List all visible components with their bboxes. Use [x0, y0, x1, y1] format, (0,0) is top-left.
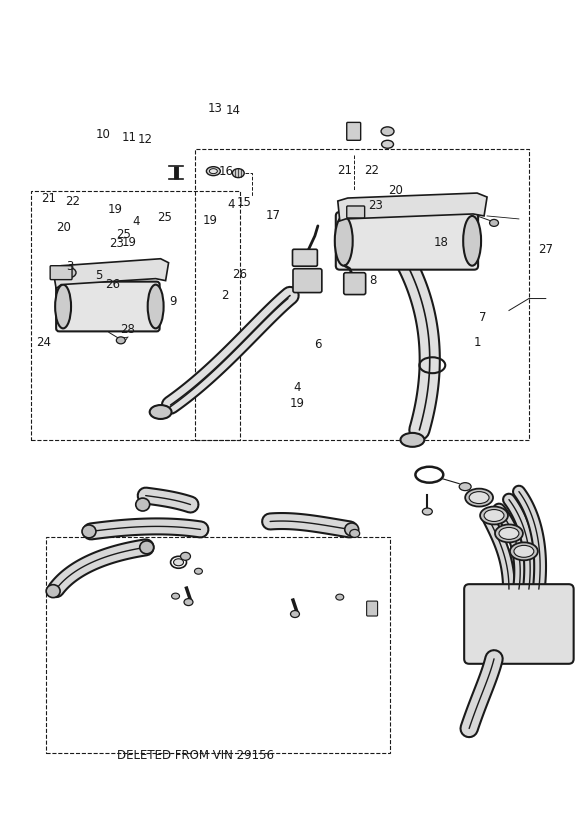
- Ellipse shape: [422, 508, 433, 515]
- Ellipse shape: [209, 169, 217, 174]
- Ellipse shape: [465, 489, 493, 507]
- Text: 19: 19: [290, 397, 305, 410]
- Ellipse shape: [490, 219, 498, 227]
- Ellipse shape: [232, 169, 244, 178]
- Text: 21: 21: [41, 192, 57, 205]
- FancyBboxPatch shape: [50, 265, 72, 279]
- Text: 23: 23: [368, 199, 383, 212]
- Text: 23: 23: [109, 237, 124, 250]
- Ellipse shape: [510, 542, 538, 560]
- Text: 25: 25: [157, 211, 173, 224]
- Ellipse shape: [117, 337, 125, 344]
- Text: 3: 3: [66, 260, 73, 274]
- Ellipse shape: [150, 405, 171, 419]
- FancyBboxPatch shape: [347, 206, 364, 218]
- Text: 12: 12: [138, 133, 153, 146]
- Text: 9: 9: [169, 295, 176, 308]
- Text: 20: 20: [57, 221, 72, 234]
- Ellipse shape: [290, 611, 300, 617]
- FancyBboxPatch shape: [336, 212, 478, 269]
- Ellipse shape: [46, 585, 60, 597]
- FancyBboxPatch shape: [367, 601, 378, 616]
- Ellipse shape: [381, 140, 394, 148]
- Ellipse shape: [459, 483, 471, 490]
- Text: 4: 4: [227, 198, 235, 211]
- Ellipse shape: [499, 527, 519, 540]
- Text: 19: 19: [203, 214, 218, 227]
- Ellipse shape: [381, 127, 394, 136]
- Ellipse shape: [336, 594, 344, 600]
- Text: 20: 20: [388, 184, 403, 197]
- Ellipse shape: [401, 433, 424, 447]
- Text: 25: 25: [116, 227, 131, 241]
- Text: 5: 5: [95, 269, 103, 282]
- FancyBboxPatch shape: [56, 282, 160, 331]
- Ellipse shape: [484, 509, 504, 522]
- Ellipse shape: [55, 284, 71, 329]
- Text: 24: 24: [36, 336, 51, 349]
- Ellipse shape: [62, 268, 76, 278]
- Ellipse shape: [174, 559, 184, 566]
- Polygon shape: [53, 259, 168, 288]
- Text: DELETED FROM VIN 29156: DELETED FROM VIN 29156: [117, 749, 274, 762]
- Ellipse shape: [350, 530, 360, 537]
- Ellipse shape: [206, 166, 220, 176]
- Text: 22: 22: [364, 165, 379, 177]
- Ellipse shape: [147, 284, 164, 329]
- Text: 17: 17: [265, 208, 280, 222]
- Text: 27: 27: [538, 243, 553, 256]
- Ellipse shape: [345, 523, 359, 536]
- Text: 26: 26: [232, 268, 247, 281]
- Text: 28: 28: [121, 324, 135, 336]
- Ellipse shape: [184, 598, 193, 606]
- Text: 21: 21: [338, 164, 352, 176]
- Text: 13: 13: [208, 102, 222, 115]
- FancyBboxPatch shape: [347, 123, 361, 140]
- FancyBboxPatch shape: [344, 273, 366, 294]
- Ellipse shape: [469, 492, 489, 503]
- Text: 1: 1: [473, 336, 481, 349]
- Ellipse shape: [171, 593, 180, 599]
- Ellipse shape: [495, 524, 523, 542]
- Text: 2: 2: [221, 289, 229, 302]
- Text: 19: 19: [108, 203, 122, 216]
- Ellipse shape: [335, 216, 353, 265]
- Text: 6: 6: [314, 339, 321, 351]
- Text: 10: 10: [96, 129, 110, 141]
- Text: 7: 7: [479, 311, 487, 324]
- Ellipse shape: [82, 525, 96, 538]
- Ellipse shape: [181, 552, 191, 560]
- Ellipse shape: [514, 545, 534, 557]
- Text: 4: 4: [132, 215, 140, 228]
- Text: 15: 15: [237, 195, 251, 208]
- Text: 11: 11: [121, 131, 136, 143]
- Ellipse shape: [195, 569, 202, 574]
- Text: 8: 8: [369, 274, 377, 288]
- Polygon shape: [338, 193, 487, 221]
- FancyBboxPatch shape: [293, 250, 317, 266]
- Text: 16: 16: [219, 166, 234, 178]
- FancyBboxPatch shape: [464, 584, 574, 664]
- Text: 22: 22: [65, 194, 80, 208]
- Text: 18: 18: [434, 236, 449, 249]
- Text: 26: 26: [106, 279, 120, 292]
- Text: 19: 19: [121, 236, 136, 249]
- Ellipse shape: [140, 541, 154, 554]
- Text: 14: 14: [226, 104, 241, 117]
- FancyBboxPatch shape: [293, 269, 322, 293]
- Ellipse shape: [480, 507, 508, 524]
- Text: 4: 4: [294, 381, 301, 394]
- Ellipse shape: [136, 498, 150, 511]
- Ellipse shape: [463, 216, 481, 265]
